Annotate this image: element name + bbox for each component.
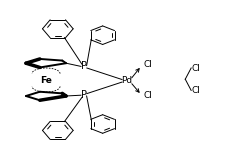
Text: P: P <box>81 61 87 71</box>
Text: Pd: Pd <box>121 76 132 85</box>
Text: Cl: Cl <box>143 60 152 69</box>
Text: Fe: Fe <box>40 76 52 84</box>
Text: P: P <box>81 90 87 100</box>
Text: Cl: Cl <box>192 64 201 72</box>
Text: Cl: Cl <box>143 92 152 100</box>
Text: Cl: Cl <box>192 86 201 95</box>
